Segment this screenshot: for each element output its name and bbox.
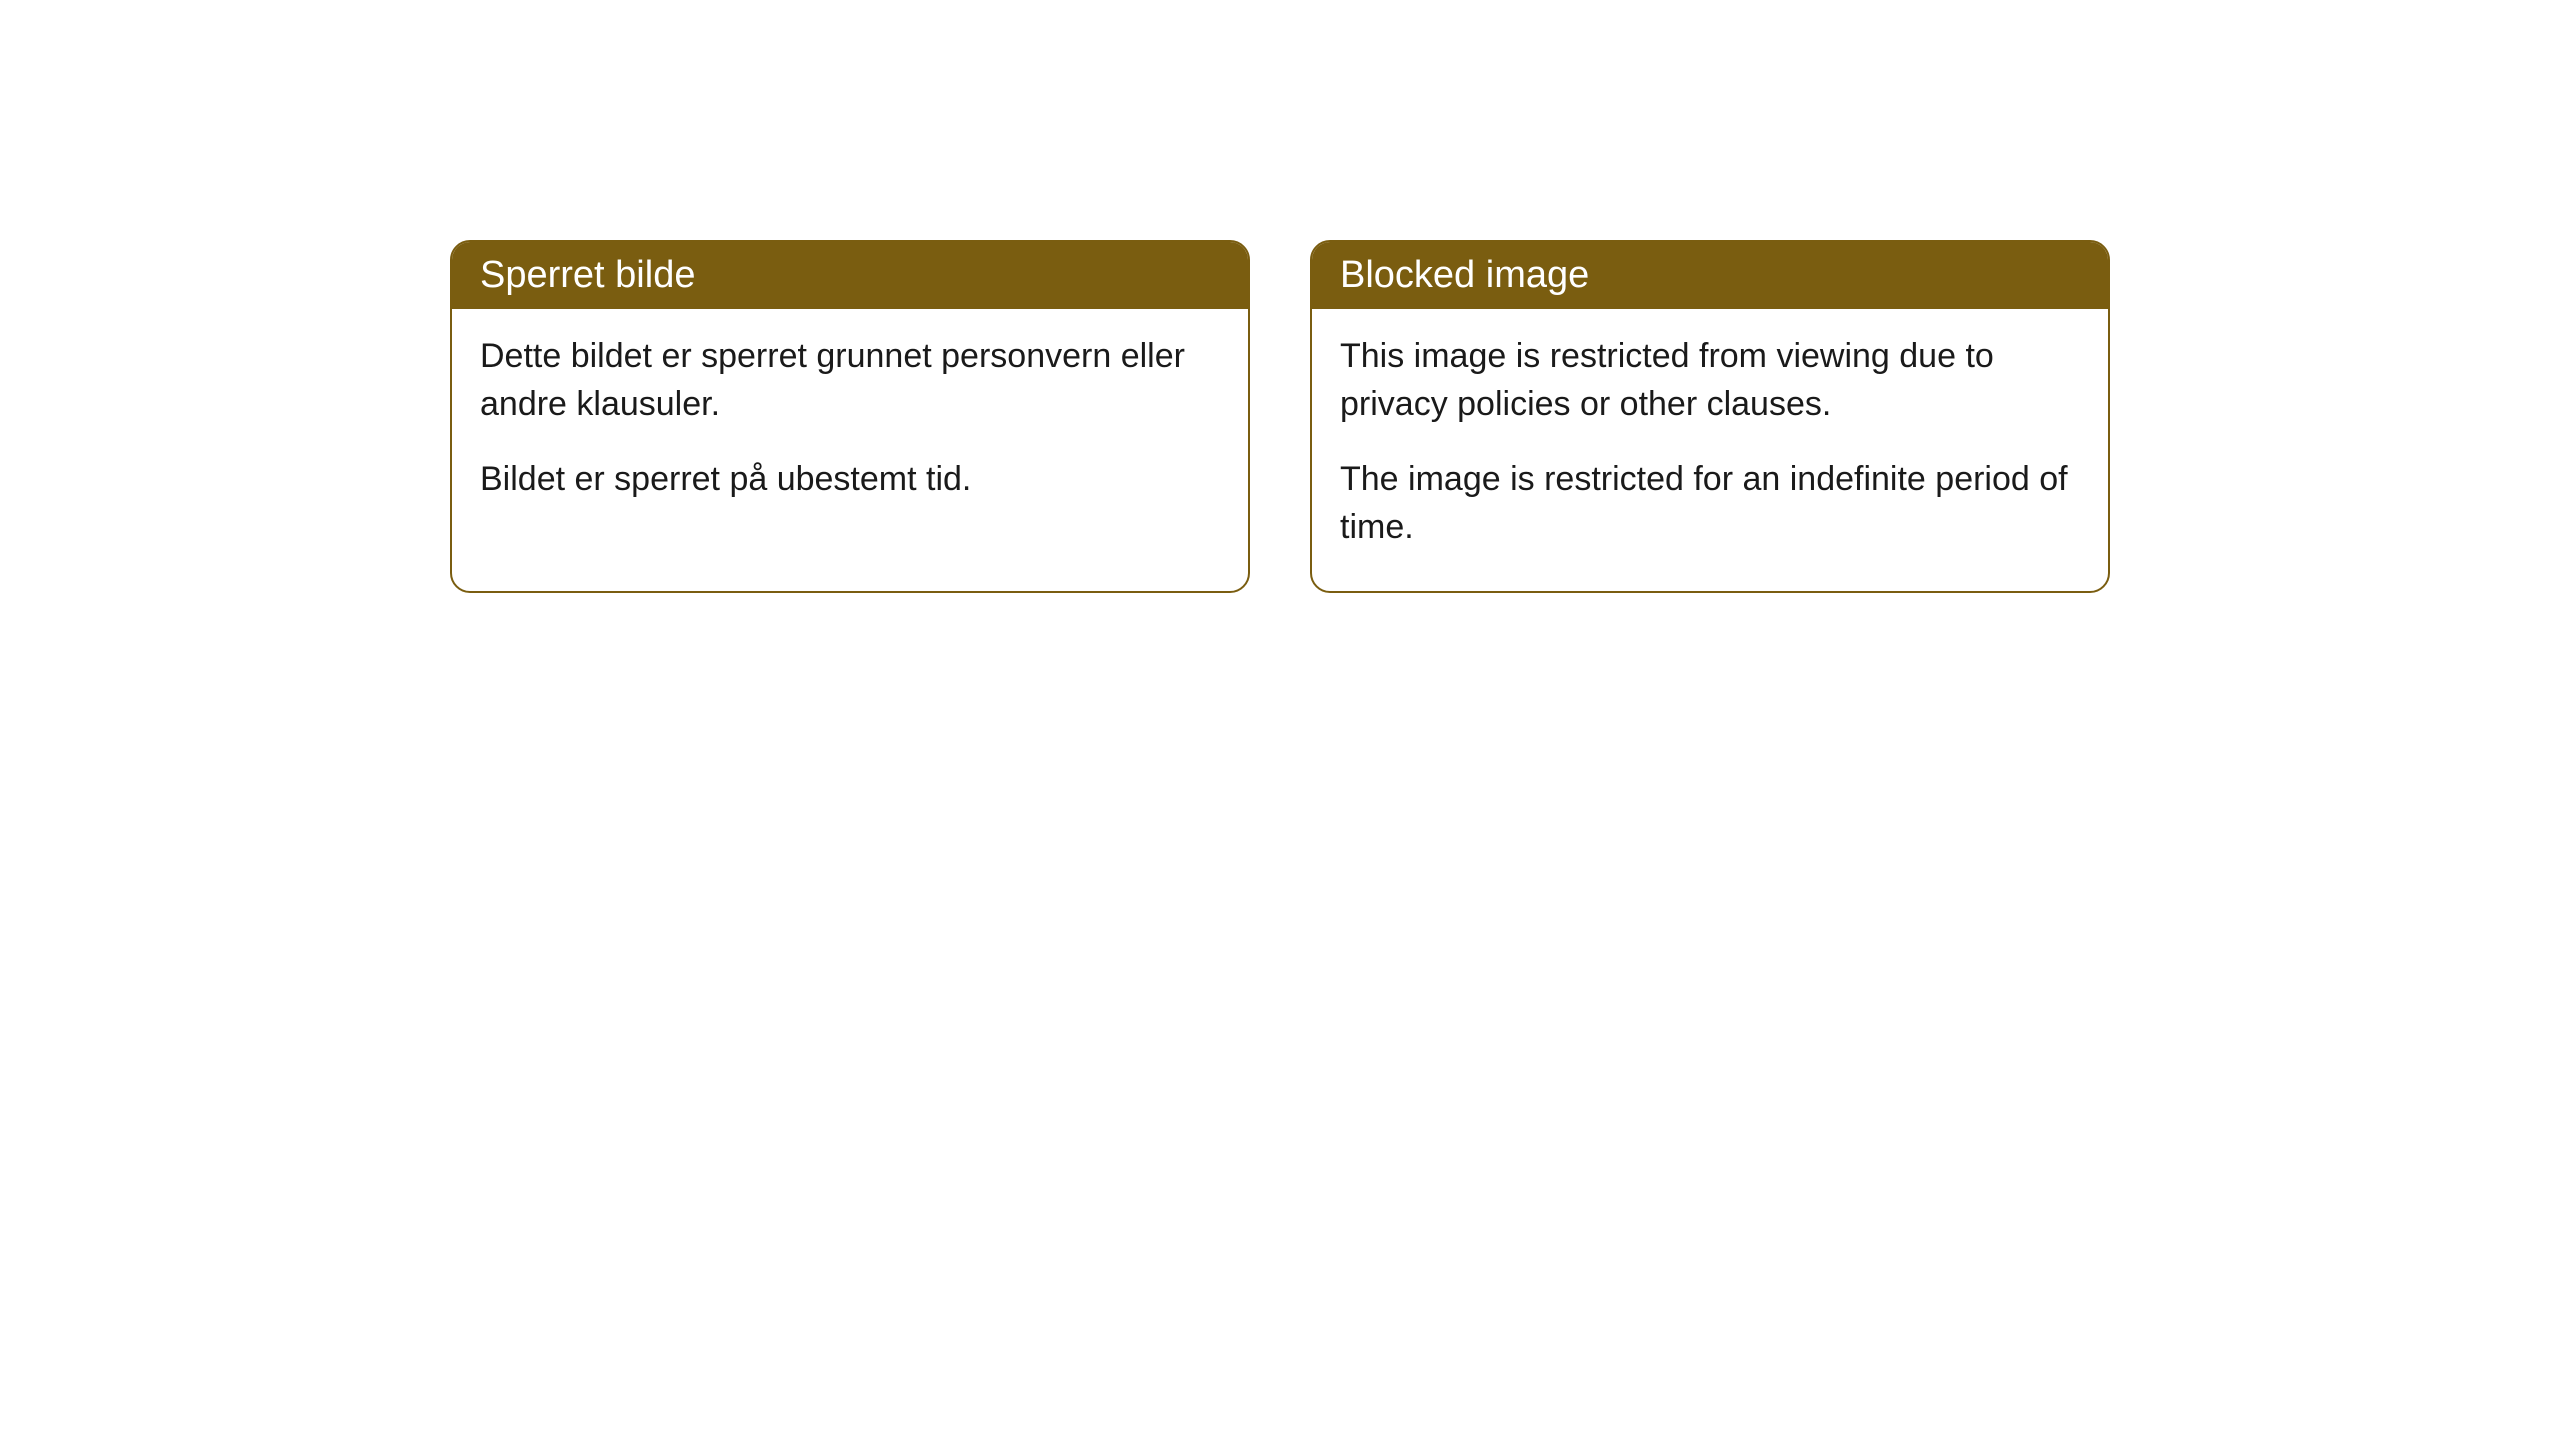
card-header-english: Blocked image [1312, 242, 2108, 309]
card-paragraph-1-norwegian: Dette bildet er sperret grunnet personve… [480, 333, 1220, 428]
card-body-norwegian: Dette bildet er sperret grunnet personve… [452, 309, 1248, 544]
card-paragraph-2-norwegian: Bildet er sperret på ubestemt tid. [480, 456, 1220, 504]
card-title-norwegian: Sperret bilde [480, 254, 695, 296]
card-body-english: This image is restricted from viewing du… [1312, 309, 2108, 591]
blocked-image-card-norwegian: Sperret bilde Dette bildet er sperret gr… [450, 240, 1250, 593]
card-paragraph-1-english: This image is restricted from viewing du… [1340, 333, 2080, 428]
card-header-norwegian: Sperret bilde [452, 242, 1248, 309]
card-paragraph-2-english: The image is restricted for an indefinit… [1340, 456, 2080, 551]
cards-container: Sperret bilde Dette bildet er sperret gr… [450, 240, 2110, 593]
blocked-image-card-english: Blocked image This image is restricted f… [1310, 240, 2110, 593]
card-title-english: Blocked image [1340, 254, 1589, 296]
